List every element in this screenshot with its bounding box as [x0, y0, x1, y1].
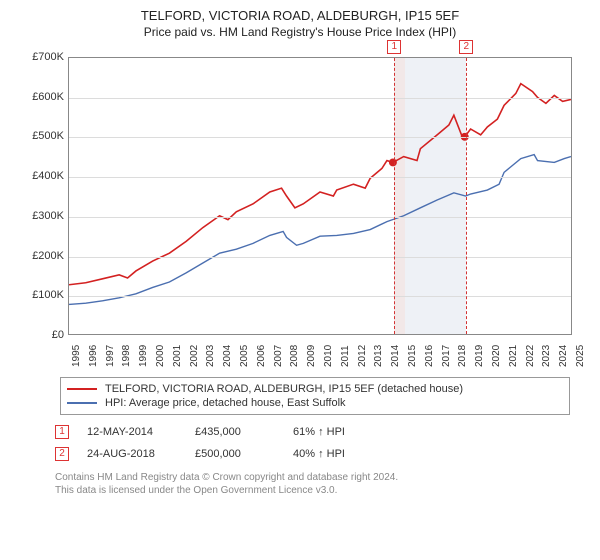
y-tick-label: £500K: [20, 130, 64, 142]
footer-attribution: Contains HM Land Registry data © Crown c…: [55, 471, 570, 497]
chart-container: TELFORD, VICTORIA ROAD, ALDEBURGH, IP15 …: [0, 0, 600, 560]
x-tick-label: 2023: [541, 345, 552, 367]
y-tick-label: £700K: [20, 51, 64, 63]
legend-box: TELFORD, VICTORIA ROAD, ALDEBURGH, IP15 …: [60, 377, 570, 415]
sale-price: £500,000: [195, 448, 275, 460]
title-subtitle: Price paid vs. HM Land Registry's House …: [10, 25, 590, 39]
sale-hpi-pct: 40% ↑ HPI: [293, 448, 383, 460]
x-tick-label: 2021: [508, 345, 519, 367]
x-tick-label: 1995: [71, 345, 82, 367]
sale-index-box: 2: [55, 447, 69, 461]
line-plot-svg: [69, 58, 571, 334]
x-tick-label: 2025: [575, 345, 586, 367]
x-tick-label: 2002: [189, 345, 200, 367]
x-tick-label: 2013: [373, 345, 384, 367]
x-tick-label: 2022: [525, 345, 536, 367]
y-tick-label: £400K: [20, 170, 64, 182]
event-vline: [466, 58, 467, 334]
x-tick-label: 1997: [105, 345, 116, 367]
footer-line2: This data is licensed under the Open Gov…: [55, 484, 570, 497]
chart-area: £0 £100K £200K £300K £400K £500K £600K £700K 12…: [20, 51, 580, 371]
x-tick-label: 2016: [424, 345, 435, 367]
legend-label: TELFORD, VICTORIA ROAD, ALDEBURGH, IP15 …: [105, 383, 463, 395]
y-tick-label: £600K: [20, 91, 64, 103]
x-axis-labels: 1995 1996 1997 1998 1999 2000 2001 2002 2003 2004…: [68, 337, 572, 371]
x-tick-label: 2007: [273, 345, 284, 367]
legend-item: HPI: Average price, detached house, East…: [67, 396, 563, 410]
title-block: TELFORD, VICTORIA ROAD, ALDEBURGH, IP15 …: [0, 0, 600, 43]
x-tick-label: 2019: [474, 345, 485, 367]
x-tick-label: 2020: [491, 345, 502, 367]
legend-item: TELFORD, VICTORIA ROAD, ALDEBURGH, IP15 …: [67, 382, 563, 396]
sale-index-box: 1: [55, 425, 69, 439]
plot-area: 12: [68, 57, 572, 335]
sale-price: £435,000: [195, 426, 275, 438]
x-tick-label: 2005: [239, 345, 250, 367]
x-tick-label: 2004: [222, 345, 233, 367]
footer-line1: Contains HM Land Registry data © Crown c…: [55, 471, 570, 484]
y-tick-label: £0: [20, 329, 64, 341]
series-line: [69, 84, 571, 285]
sale-date: 24-AUG-2018: [87, 448, 177, 460]
legend-swatch: [67, 402, 97, 404]
x-tick-label: 2011: [340, 345, 351, 367]
x-tick-label: 2009: [306, 345, 317, 367]
y-tick-label: £200K: [20, 250, 64, 262]
x-tick-label: 1998: [121, 345, 132, 367]
event-marker-label: 1: [387, 40, 401, 54]
sale-marker-dot: [389, 158, 397, 166]
title-address: TELFORD, VICTORIA ROAD, ALDEBURGH, IP15 …: [10, 8, 590, 23]
x-tick-label: 2003: [205, 345, 216, 367]
x-tick-label: 2008: [289, 345, 300, 367]
x-tick-label: 2000: [155, 345, 166, 367]
x-tick-label: 2012: [357, 345, 368, 367]
sale-hpi-pct: 61% ↑ HPI: [293, 426, 383, 438]
legend-label: HPI: Average price, detached house, East…: [105, 397, 346, 409]
y-tick-label: £300K: [20, 210, 64, 222]
sale-date: 12-MAY-2014: [87, 426, 177, 438]
event-marker-label: 2: [459, 40, 473, 54]
y-tick-label: £100K: [20, 289, 64, 301]
x-tick-label: 2010: [323, 345, 334, 367]
x-tick-label: 2017: [441, 345, 452, 367]
event-vline: [394, 58, 395, 334]
x-tick-label: 2015: [407, 345, 418, 367]
x-tick-label: 2018: [457, 345, 468, 367]
legend-swatch: [67, 388, 97, 390]
sale-row: 1 12-MAY-2014 £435,000 61% ↑ HPI: [55, 421, 570, 443]
x-tick-label: 2024: [558, 345, 569, 367]
sale-row: 2 24-AUG-2018 £500,000 40% ↑ HPI: [55, 443, 570, 465]
x-tick-label: 1996: [88, 345, 99, 367]
x-tick-label: 1999: [138, 345, 149, 367]
x-tick-label: 2001: [172, 345, 183, 367]
sales-table: 1 12-MAY-2014 £435,000 61% ↑ HPI 2 24-AUG-201…: [55, 421, 570, 465]
x-tick-label: 2014: [390, 345, 401, 367]
x-tick-label: 2006: [256, 345, 267, 367]
